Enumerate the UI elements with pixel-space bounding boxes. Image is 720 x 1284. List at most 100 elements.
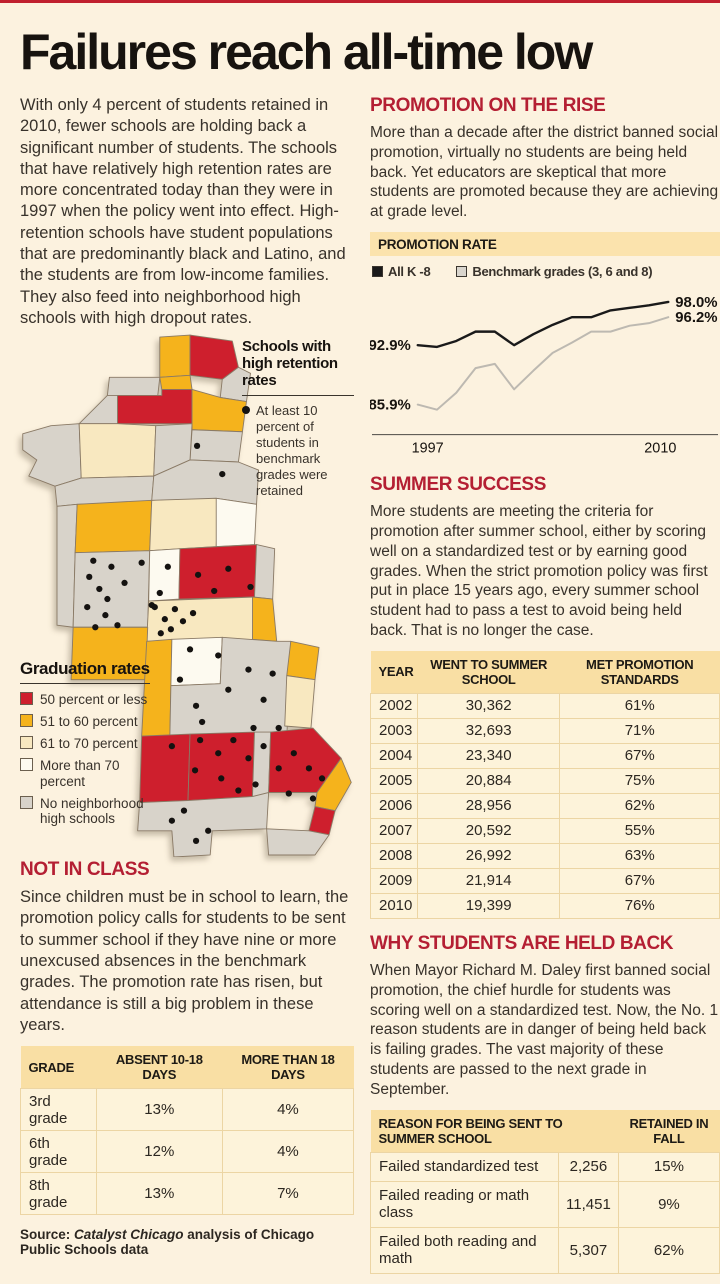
school-dot xyxy=(275,724,282,732)
table-cell: 4% xyxy=(221,1130,355,1174)
school-dot xyxy=(180,807,188,814)
table-cell: Failed standardized test xyxy=(370,1151,559,1182)
schools-legend-title: Schools with high retention rates xyxy=(242,338,354,397)
graduation-legend-item: No neighborhood high schools xyxy=(20,795,160,826)
table-cell: 5,307 xyxy=(557,1226,619,1274)
series-start-value: 92.9% xyxy=(370,338,411,354)
legend-swatch-icon xyxy=(20,795,33,809)
intro-paragraph: With only 4 percent of students retained… xyxy=(20,96,346,327)
school-dot xyxy=(225,686,232,693)
series-swatch-icon xyxy=(456,266,468,278)
series-start-value: 85.9% xyxy=(370,398,411,414)
table-cell: 4% xyxy=(221,1088,355,1132)
school-dot xyxy=(168,817,176,824)
legend-swatch-icon xyxy=(20,758,33,772)
school-dot xyxy=(290,750,297,757)
table-row: 6th grade 12% 4% xyxy=(20,1130,355,1174)
school-dot xyxy=(157,630,164,637)
table-cell: 67% xyxy=(559,742,720,769)
x-tick-label: 1997 xyxy=(412,441,444,457)
series-label: All K -8 xyxy=(388,264,431,280)
school-dot xyxy=(245,755,252,762)
school-dot xyxy=(102,612,109,619)
table-row: 2005 20,884 75% xyxy=(370,767,720,794)
school-dot xyxy=(189,610,197,617)
column-header: YEAR xyxy=(370,650,418,694)
school-dot xyxy=(191,767,199,774)
table-row: 2007 20,592 55% xyxy=(370,817,720,844)
column-header: MET PROMOTION STANDARDS xyxy=(559,650,720,694)
legend-label: 61 to 70 percent xyxy=(40,736,138,752)
school-dot xyxy=(86,573,93,581)
school-dot xyxy=(196,737,204,744)
table-cell: 67% xyxy=(559,867,720,894)
promotion-paragraph: More than a decade after the district ba… xyxy=(370,124,719,221)
school-dot xyxy=(318,775,326,782)
table-cell: 71% xyxy=(559,717,720,744)
school-dot xyxy=(285,790,292,797)
table-cell: 21,914 xyxy=(416,867,561,894)
promotion-section: PROMOTION ON THE RISE More than a decade… xyxy=(368,95,720,464)
legend-label: 50 percent or less xyxy=(40,692,148,708)
table-cell: 13% xyxy=(95,1172,223,1216)
schools-legend: Schools with high retention rates At lea… xyxy=(242,338,354,499)
held-back-heading: WHY STUDENTS ARE HELD BACK xyxy=(370,932,674,954)
table-cell: 63% xyxy=(559,842,720,869)
held-back-section: WHY STUDENTS ARE HELD BACK When Mayor Ri… xyxy=(370,933,720,1274)
graduation-legend-title: Graduation rates xyxy=(20,659,150,685)
line-series xyxy=(416,316,670,411)
table-cell: 2005 xyxy=(370,767,418,794)
not-in-class-section: NOT IN CLASS Since children must be in s… xyxy=(20,859,355,1257)
table-cell: Failed both reading and math xyxy=(370,1226,559,1274)
graduation-legend-item: 61 to 70 percent xyxy=(20,736,160,751)
table-cell: 2006 xyxy=(370,792,418,819)
retention-map-block: Schools with high retention rates At lea… xyxy=(20,333,354,858)
column-header: WENT TO SUMMER SCHOOL xyxy=(417,650,560,694)
school-dot xyxy=(260,743,267,750)
school-dot xyxy=(156,589,163,597)
table-cell: 55% xyxy=(559,817,720,844)
chart-legend-item: Benchmark grades (3, 6 and 8) xyxy=(456,264,653,279)
school-dot xyxy=(205,827,212,835)
school-dot xyxy=(92,624,99,631)
chart-legend: All K -8 Benchmark grades (3, 6 and 8) xyxy=(372,264,718,279)
school-dot xyxy=(104,596,111,603)
school-dot xyxy=(151,604,158,611)
legend-swatch-icon xyxy=(20,692,33,706)
table-row: Failed both reading and math 5,307 62% xyxy=(370,1226,720,1274)
school-dot xyxy=(215,750,222,757)
table-cell: 2003 xyxy=(370,717,418,744)
table-row: 2002 30,362 61% xyxy=(370,692,720,719)
not-in-class-paragraph: Since children must be in school to lear… xyxy=(20,888,349,1034)
table-cell: 20,592 xyxy=(416,817,561,844)
table-cell: 3rd grade xyxy=(20,1088,97,1132)
school-dot xyxy=(269,670,276,677)
source-prefix: Source: xyxy=(20,1227,75,1243)
school-dot xyxy=(84,604,91,611)
table-row: 2009 21,914 67% xyxy=(370,867,720,894)
chart-legend-item: All K -8 xyxy=(372,264,431,280)
table-cell: 6th grade xyxy=(20,1130,97,1174)
summer-school-table: YEAR WENT TO SUMMER SCHOOL MET PROMOTION S… xyxy=(370,650,720,919)
table-row: Failed standardized test 2,256 15% xyxy=(370,1151,720,1182)
table-cell: 28,956 xyxy=(416,792,561,819)
right-column: PROMOTION ON THE RISE More than a decade… xyxy=(368,95,720,1284)
left-column: With only 4 percent of students retained… xyxy=(20,95,355,1284)
table-cell: 2007 xyxy=(370,817,418,844)
table-row: 2004 23,340 67% xyxy=(370,742,720,769)
school-dot xyxy=(193,442,201,450)
held-back-paragraph: When Mayor Richard M. Daley first banned… xyxy=(370,961,719,1098)
table-cell: 19,399 xyxy=(416,892,561,919)
column-header: GRADE xyxy=(20,1046,97,1089)
legend-label: More than 70 percent xyxy=(40,758,120,789)
series-end-value: 96.2% xyxy=(675,310,717,326)
school-dot xyxy=(250,724,257,732)
school-dot xyxy=(245,666,252,673)
column-header: ABSENT 10-18 DAYS xyxy=(96,1046,223,1089)
table-cell: 11,451 xyxy=(557,1180,619,1228)
table-cell: 75% xyxy=(559,767,720,794)
school-dot xyxy=(225,565,232,573)
table-cell: 62% xyxy=(617,1226,720,1274)
series-end-value: 98.0% xyxy=(675,295,717,311)
table-cell: 13% xyxy=(95,1088,223,1132)
